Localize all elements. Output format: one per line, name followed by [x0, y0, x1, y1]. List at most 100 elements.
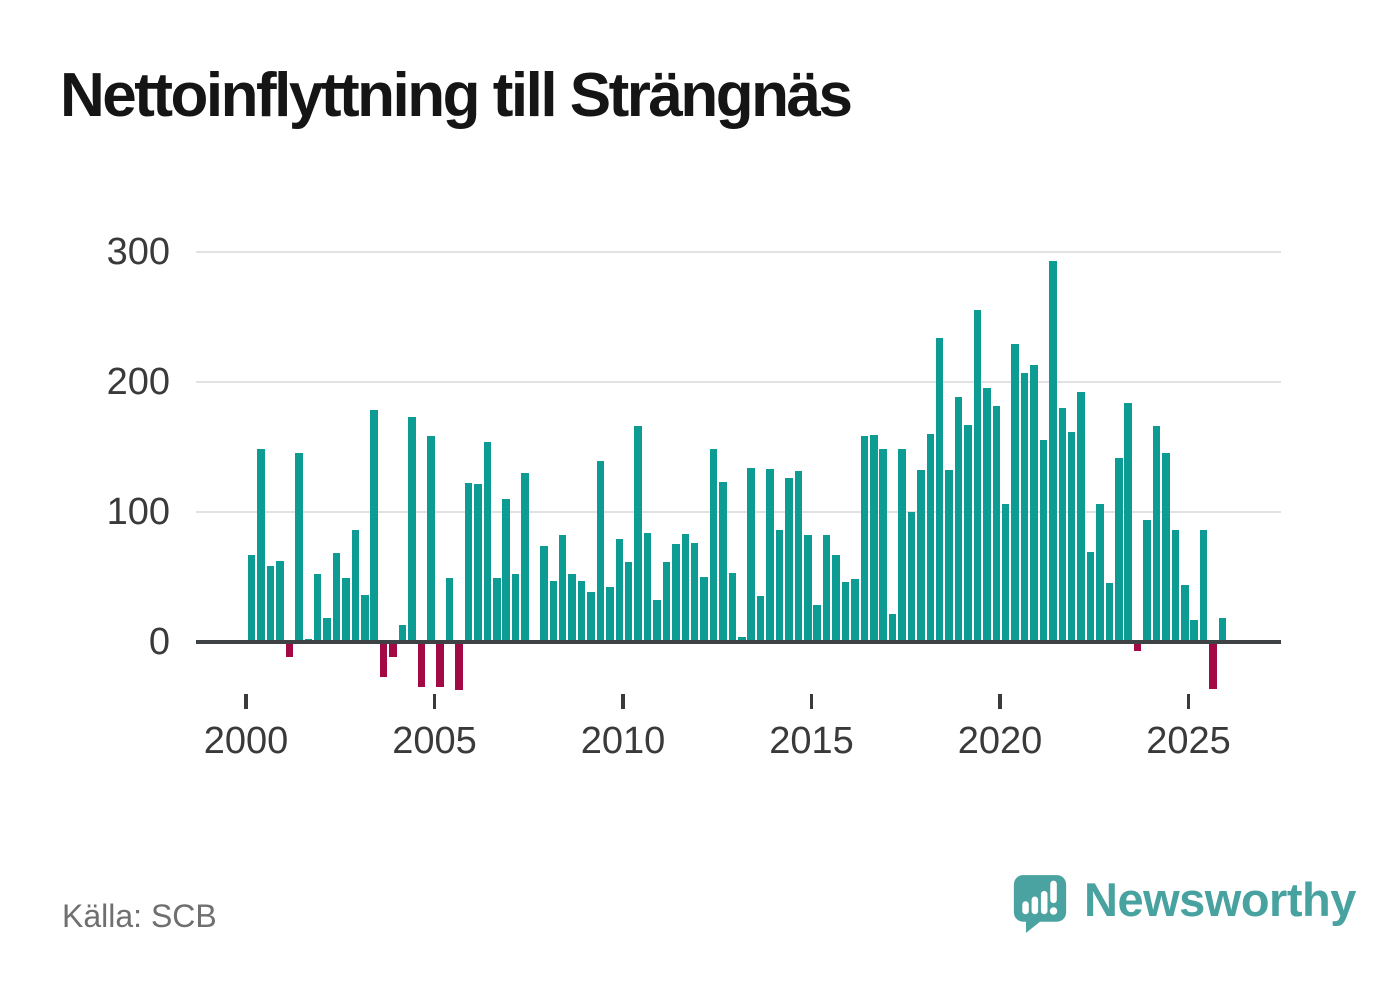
bar: [1124, 402, 1132, 644]
bar: [851, 579, 859, 644]
bar: [719, 481, 727, 644]
x-axis-tick: [998, 694, 1002, 709]
bar: [493, 578, 501, 644]
bar: [662, 562, 671, 644]
bar: [408, 416, 416, 644]
bar: [389, 641, 397, 657]
bar: [700, 576, 708, 644]
bar: [954, 397, 963, 644]
bar: [1218, 618, 1227, 644]
newsworthy-logo-icon: [1013, 875, 1067, 933]
bar: [945, 470, 953, 644]
bar: [540, 545, 548, 644]
page-title: Nettoinflyttning till Strängnäs: [60, 61, 853, 130]
bar: [1209, 641, 1217, 690]
bar: [1152, 425, 1161, 644]
bar: [1058, 407, 1066, 644]
bar: [558, 535, 567, 644]
bar: [361, 594, 369, 644]
bar: [1115, 458, 1123, 644]
bar: [1067, 432, 1076, 644]
bar: [1181, 584, 1189, 644]
bar: [483, 441, 492, 644]
bar: [766, 468, 774, 644]
bar: [917, 470, 925, 644]
bar: [747, 467, 755, 644]
x-axis-label: 2020: [957, 720, 1043, 762]
x-axis-tick: [244, 694, 248, 709]
bar: [879, 449, 887, 644]
x-axis-tick: [809, 694, 814, 709]
bar: [1199, 529, 1208, 644]
bar: [964, 424, 972, 644]
bar: [1143, 519, 1151, 644]
bar: [860, 436, 869, 644]
bar: [983, 388, 991, 644]
bar: [615, 539, 624, 644]
newsworthy-branding: Newsworthy: [1012, 872, 1356, 936]
x-axis-label: 2005: [392, 720, 477, 762]
x-axis-label: 2015: [769, 720, 854, 762]
bar: [785, 477, 793, 644]
bar: [634, 425, 642, 644]
bar: [813, 605, 821, 644]
bar: [709, 449, 718, 644]
bar: [907, 511, 916, 644]
bar: [1190, 619, 1198, 644]
bar: [898, 449, 906, 644]
bar: [1133, 641, 1142, 652]
bar: [427, 436, 435, 644]
x-axis-tick: [432, 694, 437, 709]
y-axis-label: 100: [106, 490, 170, 533]
bar: [521, 472, 529, 644]
gridline: [196, 250, 1281, 253]
bar: [436, 641, 444, 687]
x-axis-line: [196, 639, 1281, 644]
bar: [313, 574, 322, 644]
y-axis-label: 300: [106, 230, 170, 273]
bar: [1096, 503, 1104, 644]
bar: [276, 561, 284, 644]
bar: [379, 641, 388, 678]
x-axis-label: 2010: [580, 720, 666, 762]
bar: [1039, 440, 1048, 644]
bar: [455, 641, 463, 691]
x-axis-tick: [1186, 694, 1191, 709]
bar: [266, 566, 275, 644]
bar: [596, 461, 605, 644]
bar: [794, 471, 803, 644]
bar: [888, 614, 897, 644]
bar: [1020, 372, 1029, 644]
bar: [804, 535, 812, 644]
bar: [756, 596, 765, 644]
bar: [926, 433, 935, 644]
bar: [332, 553, 341, 644]
gridline: [196, 380, 1281, 383]
bar: [992, 406, 1001, 644]
bar: [549, 580, 558, 644]
bar: [342, 578, 350, 644]
x-axis-label: 2000: [203, 720, 289, 762]
bar: [464, 483, 473, 644]
bar: [832, 554, 840, 644]
bar: [935, 337, 944, 644]
bar: [822, 535, 831, 644]
bar: [775, 529, 784, 644]
bar: [511, 574, 520, 644]
bar: [1171, 529, 1180, 644]
bar: [445, 578, 454, 644]
bar: [323, 618, 331, 644]
x-axis-label: 2025: [1146, 720, 1231, 762]
bar: [370, 410, 378, 644]
bar: [690, 542, 699, 644]
bar: [568, 574, 576, 644]
bar: [841, 581, 850, 644]
bar: [1011, 344, 1019, 644]
bar: [1105, 583, 1114, 644]
bar: [1049, 260, 1057, 644]
bar: [587, 592, 595, 644]
bar: [351, 529, 360, 644]
bar: [606, 587, 614, 644]
bar: [624, 562, 633, 644]
bar: [577, 580, 586, 644]
